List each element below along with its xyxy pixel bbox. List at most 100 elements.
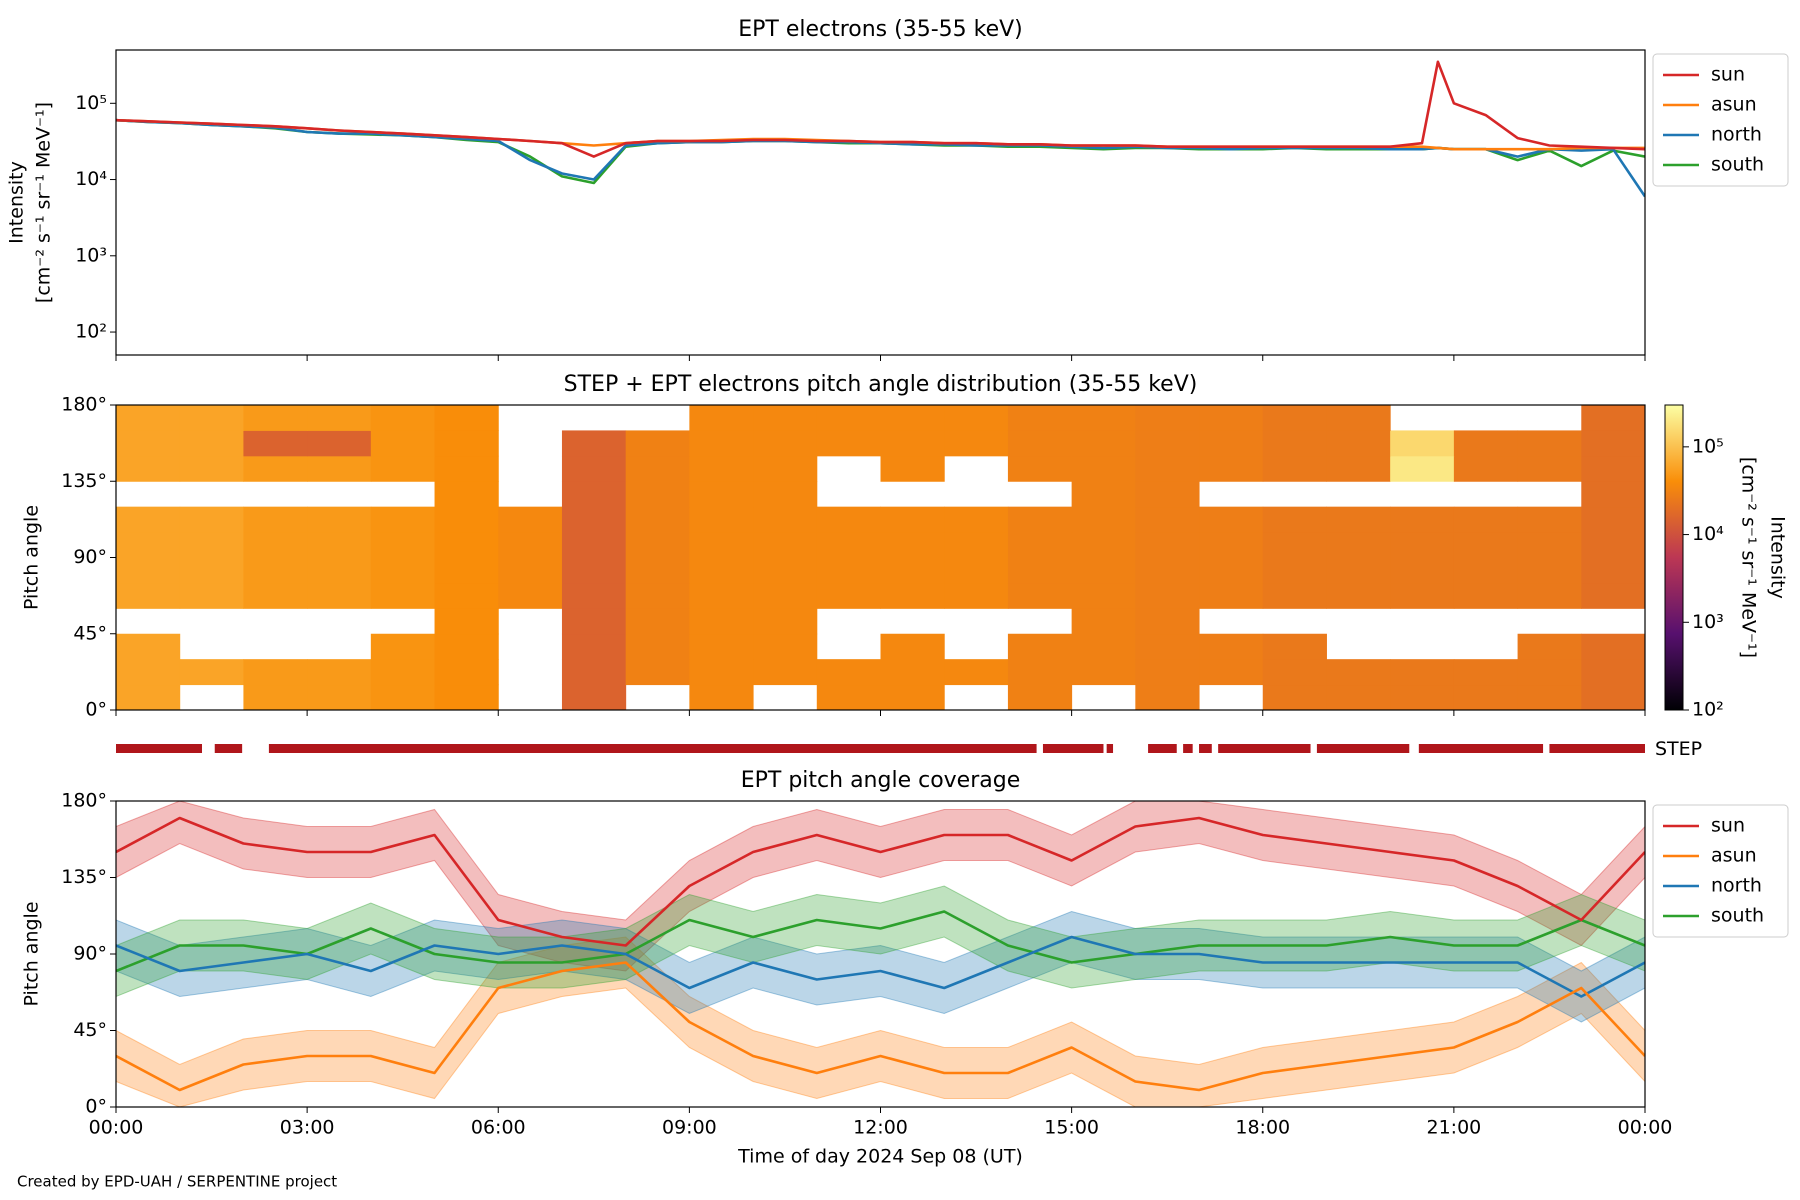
heatmap-cell — [625, 557, 690, 584]
heatmap-cell — [689, 659, 754, 686]
panel-title: EPT pitch angle coverage — [741, 768, 1021, 793]
colorbar-tick-label: 10² — [1692, 699, 1724, 721]
y-tick-label: 10² — [75, 321, 107, 343]
legend-label: asun — [1711, 94, 1757, 116]
heatmap-cell — [1326, 557, 1391, 584]
plot-area — [116, 60, 1645, 198]
panel-title: STEP + EPT electrons pitch angle distrib… — [564, 372, 1198, 397]
heatmap-cell — [561, 659, 627, 686]
heatmap-cell — [116, 455, 181, 482]
heatmap-cell — [1007, 532, 1073, 558]
heatmap-cell — [689, 430, 754, 457]
heatmap-cell — [307, 582, 372, 609]
series-line — [116, 60, 1645, 158]
coverage-segment — [1148, 744, 1177, 753]
heatmap-cell — [307, 506, 372, 533]
heatmap-cell — [1517, 684, 1582, 710]
heatmap-cell — [243, 405, 308, 431]
heatmap-cell — [179, 430, 244, 457]
heatmap-cell — [307, 405, 372, 431]
colorbar-label: [cm⁻² s⁻¹ sr⁻¹ MeV⁻¹] — [1738, 457, 1760, 658]
heatmap-cell — [434, 608, 499, 635]
heatmap-cell — [1135, 684, 1200, 710]
plot-area — [116, 801, 1645, 1107]
heatmap-cell — [753, 481, 818, 508]
heatmap-cell — [625, 633, 690, 660]
heatmap-cell — [243, 532, 308, 558]
heatmap-cell — [880, 659, 945, 686]
coverage-segment — [1042, 744, 1104, 753]
heatmap-cell — [498, 532, 563, 558]
heatmap-cell — [753, 557, 818, 584]
heatmap-cell — [1581, 455, 1645, 482]
heatmap-cell — [561, 557, 627, 584]
heatmap-cell — [1262, 659, 1327, 686]
heatmap-cell — [370, 557, 436, 584]
heatmap-cell — [689, 684, 754, 710]
heatmap-cell — [753, 633, 818, 660]
heatmap-cell — [1071, 430, 1136, 457]
heatmap-cell — [689, 481, 754, 508]
heatmap-cell — [816, 684, 881, 710]
heatmap-cell — [1390, 582, 1455, 609]
heatmap-cell — [816, 430, 881, 457]
heatmap-cell — [1135, 608, 1200, 635]
x-tick-label: 06:00 — [471, 1117, 526, 1139]
heatmap-cell — [1517, 430, 1582, 457]
heatmap-cell — [1326, 455, 1391, 482]
heatmap-cell — [434, 430, 499, 457]
heatmap-cell — [307, 659, 372, 686]
heatmap-cell — [561, 430, 627, 457]
panel: EPT pitch angle coverage 00:00 03:00 06:00 0… — [21, 768, 1789, 1168]
heatmap-cell — [1071, 481, 1136, 508]
heatmap-cell — [944, 532, 1009, 558]
heatmap-cell — [625, 455, 690, 482]
heatmap-cell — [1326, 582, 1391, 609]
legend-label: sun — [1711, 64, 1745, 86]
y-tick-label: 10⁴ — [75, 168, 107, 190]
heatmap-cell — [1135, 557, 1200, 584]
heatmap-cell — [434, 506, 499, 533]
heatmap-cell — [1199, 405, 1264, 431]
heatmap-cell — [561, 532, 627, 558]
heatmap-cell — [944, 405, 1009, 431]
legend-label: sun — [1711, 815, 1745, 837]
heatmap-cell — [816, 506, 881, 533]
heatmap-cell — [116, 506, 181, 533]
heatmap-cell — [1262, 430, 1327, 457]
heatmap-cell — [179, 405, 244, 431]
heatmap-cell — [1326, 506, 1391, 533]
heatmap-cell — [498, 582, 563, 609]
heatmap-cell — [116, 659, 181, 686]
heatmap-cell — [434, 455, 499, 482]
x-tick-label: 18:00 — [1235, 1117, 1290, 1139]
heatmap-cell — [116, 633, 181, 660]
coverage-segment — [116, 744, 203, 753]
panel-title: EPT electrons (35-55 keV) — [738, 17, 1023, 42]
heatmap-cell — [1071, 557, 1136, 584]
heatmap-cell — [753, 405, 818, 431]
heatmap-cell — [434, 532, 499, 558]
heatmap-cell — [1390, 557, 1455, 584]
heatmap-cell — [1199, 557, 1264, 584]
heatmap-cell — [307, 684, 372, 710]
heatmap-cell — [1071, 582, 1136, 609]
heatmap-cell — [434, 557, 499, 584]
heatmap-cell — [625, 506, 690, 533]
heatmap-cell — [370, 405, 436, 431]
heatmap-cell — [1007, 430, 1073, 457]
heatmap-cell — [880, 582, 945, 609]
heatmap-cell — [1262, 633, 1327, 660]
heatmap-cell — [116, 582, 181, 609]
heatmap-cell — [1326, 430, 1391, 457]
heatmap-cell — [243, 684, 308, 710]
heatmap-cell — [1135, 532, 1200, 558]
heatmap-cell — [1262, 582, 1327, 609]
heatmap-cell — [561, 633, 627, 660]
coverage-band — [116, 910, 1645, 1023]
x-axis-label: Time of day 2024 Sep 08 (UT) — [737, 1146, 1023, 1168]
heatmap-cell — [1581, 659, 1645, 686]
heatmap-cell — [1262, 532, 1327, 558]
heatmap-cell — [307, 455, 372, 482]
